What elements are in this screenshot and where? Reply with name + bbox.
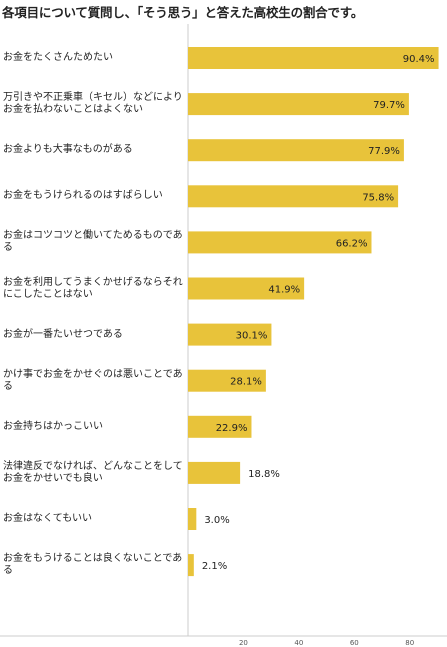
x-tick-label-20: 20 <box>239 639 248 647</box>
category-label-10: 法律違反でなければ、どんなことをしてお金をかせいでも良い <box>3 460 183 484</box>
value-label-4: 75.8% <box>362 192 394 203</box>
value-label-2: 79.7% <box>373 100 405 111</box>
category-label-11: お金はなくてもいい <box>3 513 92 524</box>
x-ticks-group: 20 40 60 80 <box>239 639 414 647</box>
value-label-1: 90.4% <box>403 54 435 65</box>
value-label-5: 66.2% <box>336 238 368 249</box>
bar-5 <box>188 231 372 254</box>
bar-11 <box>188 508 197 530</box>
value-labels-group: 90.4% 79.7% 77.9% 75.8% 66.2% 41.9% 30.1% 28.1%… <box>202 54 435 572</box>
value-label-8: 28.1% <box>230 377 262 388</box>
bar-10 <box>188 461 241 484</box>
bar-4 <box>188 185 399 208</box>
value-label-3: 77.9% <box>368 146 400 157</box>
bar-8 <box>188 369 266 392</box>
bar-7 <box>188 323 272 346</box>
value-label-7: 30.1% <box>236 331 268 342</box>
category-label-8: かけ事でお金をかせぐのは悪いことである <box>3 368 183 392</box>
bar-12 <box>188 554 194 577</box>
bars-group <box>188 47 439 577</box>
value-label-9: 22.9% <box>216 423 248 434</box>
bar-1 <box>188 47 439 69</box>
category-label-4: お金をもうけられるのはすばらしい <box>3 190 163 202</box>
bar-9 <box>188 415 252 438</box>
category-label-5: お金はコツコツと働いてためるものである <box>3 230 183 254</box>
value-label-6: 41.9% <box>268 285 300 296</box>
category-label-3: お金よりも大事なものがある <box>3 144 133 156</box>
value-label-10: 18.8% <box>248 469 280 480</box>
chart-title: 各項目について質問し、「そう思う」と答えた高校生の割合です。 <box>2 5 364 20</box>
x-tick-label-80: 80 <box>405 639 414 647</box>
category-label-1: お金をたくさんためたい <box>3 52 113 63</box>
category-label-12: お金をもうけることは良くないことである <box>3 553 183 577</box>
value-label-11: 3.0% <box>204 515 229 526</box>
category-label-6: お金を利用してうまくかせげるならそれにこしたことはない <box>3 276 183 300</box>
bar-2 <box>188 93 409 116</box>
category-label-7: お金が一番たいせつである <box>3 328 123 340</box>
x-tick-label-40: 40 <box>294 639 303 647</box>
category-label-2: 万引きや不正乗車（キセル）などによりお金を払わないことはよくない <box>3 92 183 116</box>
bar-3 <box>188 139 404 162</box>
bar-6 <box>188 277 305 300</box>
x-tick-label-60: 60 <box>350 639 359 647</box>
category-label-9: お金持ちはかっこいい <box>3 420 103 432</box>
value-label-12: 2.1% <box>202 561 227 572</box>
